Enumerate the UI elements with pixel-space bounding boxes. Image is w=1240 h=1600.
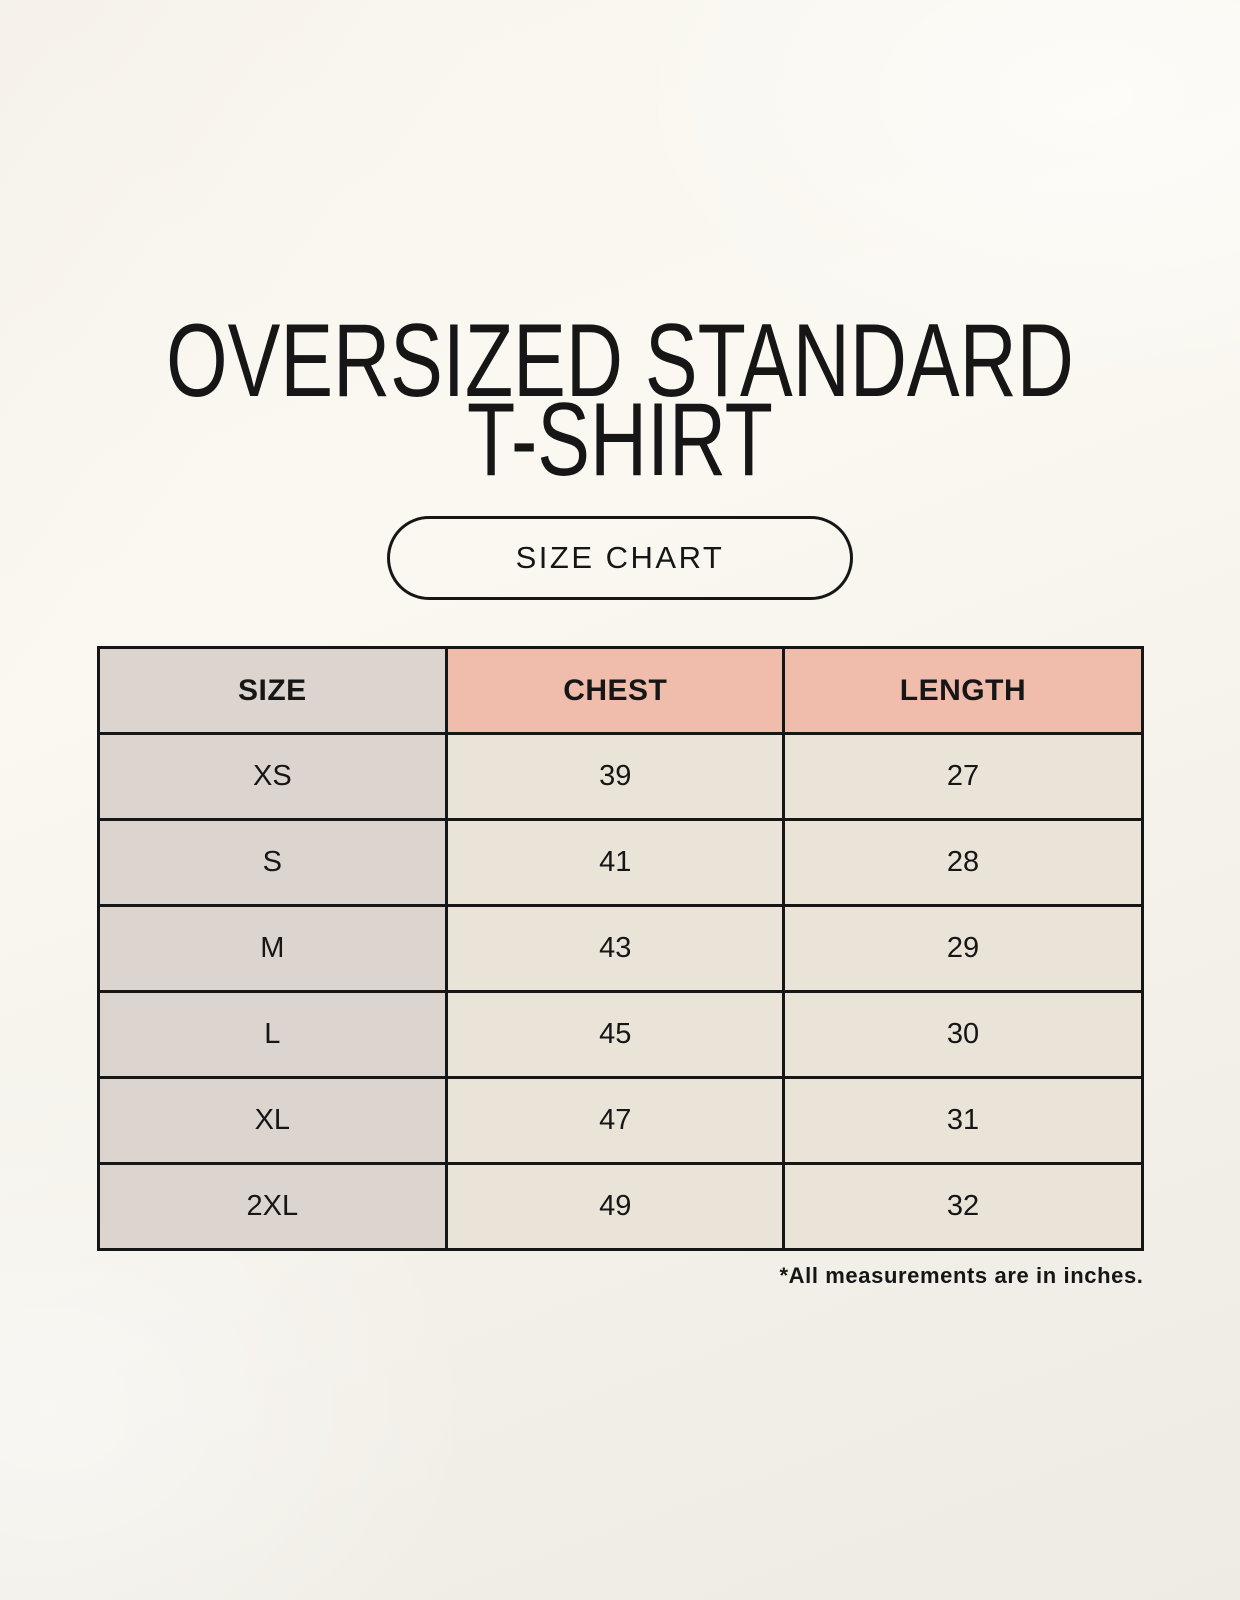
length-cell: 31 — [782, 1076, 1144, 1166]
chest-cell: 41 — [445, 818, 786, 908]
size-cell: XL — [96, 1076, 449, 1166]
length-cell: 32 — [782, 1162, 1144, 1252]
table-row: M 43 29 — [96, 904, 1144, 994]
chest-cell: 43 — [445, 904, 786, 994]
column-header-size: SIZE — [96, 646, 449, 736]
table-header-row: SIZE CHEST LENGTH — [96, 646, 1144, 736]
size-chart-table: SIZE CHEST LENGTH XS 39 27 S 41 28 — [96, 646, 1144, 1252]
page-title: OVERSIZED STANDARD T-SHIRT — [149, 0, 1091, 499]
length-cell: 27 — [782, 732, 1144, 822]
page-title-line-1: OVERSIZED STANDARD — [166, 303, 1074, 419]
length-cell: 29 — [782, 904, 1144, 994]
table-row: XL 47 31 — [96, 1076, 1144, 1166]
size-cell: 2XL — [96, 1162, 449, 1252]
length-cell: 30 — [782, 990, 1144, 1080]
page-title-line-2: T-SHIRT — [467, 382, 773, 499]
size-chart-button-label: SIZE CHART — [515, 540, 725, 576]
chest-cell: 39 — [445, 732, 786, 822]
chest-cell: 49 — [445, 1162, 786, 1252]
table-row: S 41 28 — [96, 818, 1144, 908]
size-cell: L — [96, 990, 449, 1080]
size-cell: M — [96, 904, 449, 994]
size-cell: S — [96, 818, 449, 908]
table-row: L 45 30 — [96, 990, 1144, 1080]
chest-cell: 45 — [445, 990, 786, 1080]
column-header-chest: CHEST — [445, 646, 786, 736]
column-header-length: LENGTH — [782, 646, 1144, 736]
size-chart-table-container: SIZE CHEST LENGTH XS 39 27 S 41 28 — [96, 646, 1144, 1252]
length-cell: 28 — [782, 818, 1144, 908]
table-row: 2XL 49 32 — [96, 1162, 1144, 1252]
table-row: XS 39 27 — [96, 732, 1144, 822]
chest-cell: 47 — [445, 1076, 786, 1166]
size-cell: XS — [96, 732, 449, 822]
measurements-footnote: *All measurements are in inches. — [779, 1263, 1144, 1289]
content-area: OVERSIZED STANDARD T-SHIRT SIZE CHART SI… — [96, 0, 1144, 1289]
size-chart-button[interactable]: SIZE CHART — [387, 516, 853, 601]
